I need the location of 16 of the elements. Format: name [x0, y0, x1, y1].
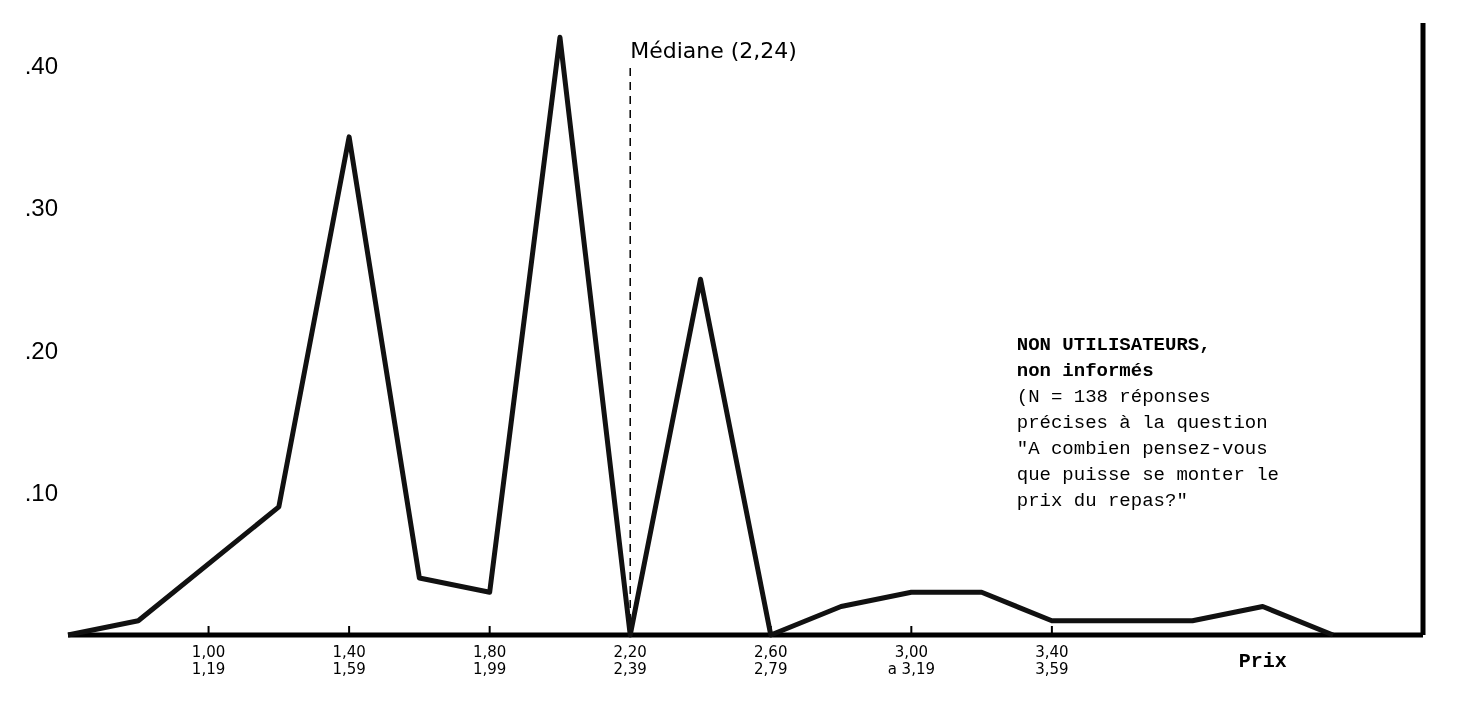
x-tick-label: 3,40 3,59 [1035, 643, 1069, 678]
x-tick-label: 3,00 a 3,19 [887, 643, 936, 678]
y-tick-label: .10 [24, 479, 58, 507]
annotation: NON UTILISATEURS, [1016, 334, 1211, 357]
x-tick-label: 1,80 1,99 [472, 643, 507, 678]
y-tick-label: .20 [24, 336, 58, 364]
y-tick-label: .40 [24, 52, 58, 80]
annotation: non informés [1016, 360, 1154, 383]
y-tick-label: .30 [24, 194, 58, 222]
x-tick-label: 1,40 1,59 [332, 643, 366, 678]
x-tick-label: 2,20 2,39 [613, 643, 647, 678]
x-axis-title: Prix [1238, 650, 1287, 673]
annotation: (N = 138 réponses précises à la question "A combien pensez-vous que puisse se monter le prix du repas?" [1016, 386, 1279, 513]
x-tick-label: 2,60 2,79 [754, 643, 788, 678]
x-tick-label: 1,00 1,19 [191, 643, 226, 678]
ref-line-label: Médiane (2,24) [630, 38, 797, 63]
